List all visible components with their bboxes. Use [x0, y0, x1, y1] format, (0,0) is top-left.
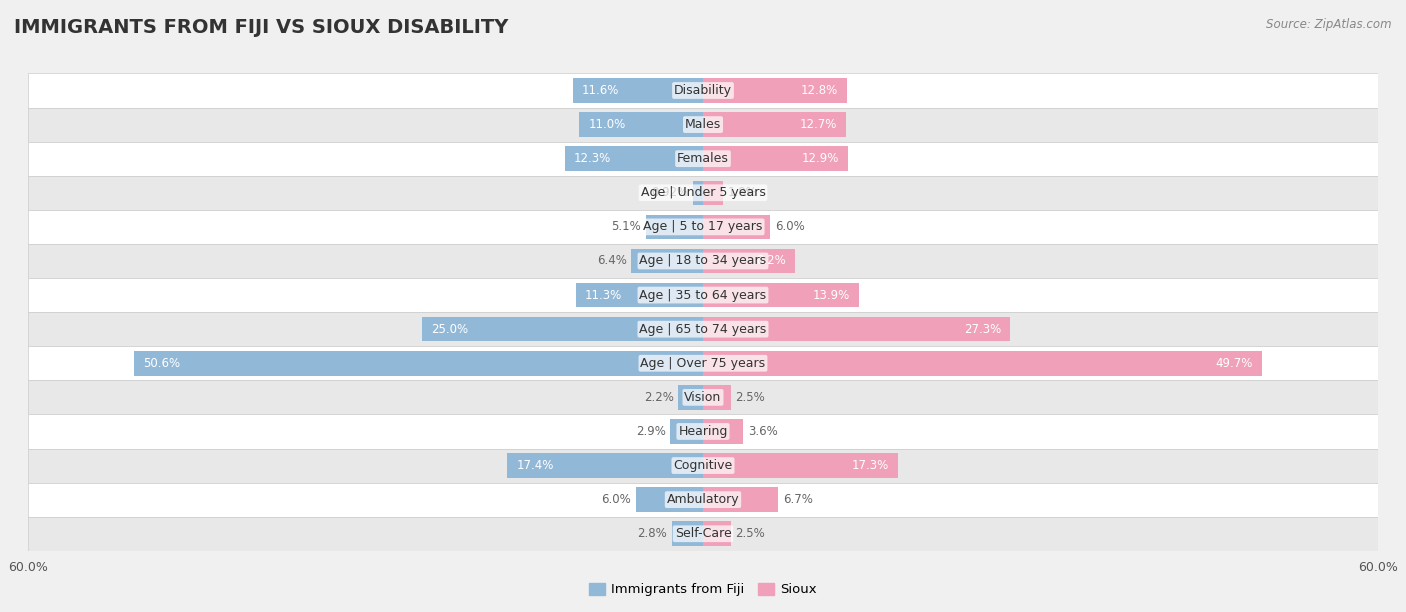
Bar [28, 141, 1378, 176]
Bar [28, 278, 1378, 312]
Text: Age | 35 to 64 years: Age | 35 to 64 years [640, 289, 766, 302]
Text: Hearing: Hearing [678, 425, 728, 438]
Text: 25.0%: 25.0% [430, 323, 468, 335]
Bar [565, 146, 703, 171]
Bar [28, 483, 1378, 517]
Bar [672, 521, 703, 546]
Text: IMMIGRANTS FROM FIJI VS SIOUX DISABILITY: IMMIGRANTS FROM FIJI VS SIOUX DISABILITY [14, 18, 509, 37]
Text: 8.2%: 8.2% [756, 255, 786, 267]
Text: Age | Under 5 years: Age | Under 5 years [641, 186, 765, 200]
Text: Self-Care: Self-Care [675, 528, 731, 540]
Bar [28, 73, 1378, 108]
Bar [703, 453, 897, 478]
Text: 6.4%: 6.4% [596, 255, 627, 267]
Bar [134, 351, 703, 376]
Bar [28, 176, 1378, 210]
Text: 3.6%: 3.6% [748, 425, 778, 438]
Bar [28, 346, 1378, 380]
Text: 17.4%: 17.4% [516, 459, 554, 472]
Bar [703, 419, 744, 444]
Text: Disability: Disability [673, 84, 733, 97]
Text: 5.1%: 5.1% [612, 220, 641, 233]
Text: 11.6%: 11.6% [582, 84, 619, 97]
Text: 11.3%: 11.3% [585, 289, 621, 302]
Text: 27.3%: 27.3% [965, 323, 1001, 335]
Text: 17.3%: 17.3% [852, 459, 889, 472]
Bar [28, 210, 1378, 244]
Bar [703, 317, 1010, 341]
Bar [703, 248, 796, 273]
Text: 12.8%: 12.8% [801, 84, 838, 97]
Text: 12.9%: 12.9% [801, 152, 839, 165]
Text: Females: Females [678, 152, 728, 165]
Bar [28, 380, 1378, 414]
Bar [508, 453, 703, 478]
Text: 2.8%: 2.8% [637, 528, 666, 540]
Bar [703, 215, 770, 239]
Text: Males: Males [685, 118, 721, 131]
Bar [703, 146, 848, 171]
Text: 0.92%: 0.92% [651, 186, 688, 200]
Text: 11.0%: 11.0% [588, 118, 626, 131]
Bar [703, 78, 846, 103]
Text: Age | 5 to 17 years: Age | 5 to 17 years [644, 220, 762, 233]
Bar [703, 113, 846, 137]
Text: 2.9%: 2.9% [636, 425, 666, 438]
Text: 50.6%: 50.6% [143, 357, 180, 370]
Bar [703, 385, 731, 409]
Text: 2.5%: 2.5% [735, 528, 765, 540]
Text: 2.5%: 2.5% [735, 391, 765, 404]
Text: 49.7%: 49.7% [1216, 357, 1253, 370]
Text: 1.8%: 1.8% [728, 186, 758, 200]
Text: 6.0%: 6.0% [775, 220, 804, 233]
Bar [572, 78, 703, 103]
Legend: Immigrants from Fiji, Sioux: Immigrants from Fiji, Sioux [583, 578, 823, 602]
Bar [28, 108, 1378, 141]
Text: 2.2%: 2.2% [644, 391, 673, 404]
Text: Ambulatory: Ambulatory [666, 493, 740, 506]
Text: 12.3%: 12.3% [574, 152, 610, 165]
Bar [678, 385, 703, 409]
Bar [28, 244, 1378, 278]
Bar [28, 312, 1378, 346]
Bar [631, 248, 703, 273]
Bar [703, 351, 1263, 376]
Bar [693, 181, 703, 205]
Text: Age | Over 75 years: Age | Over 75 years [641, 357, 765, 370]
Bar [28, 414, 1378, 449]
Bar [671, 419, 703, 444]
Text: Vision: Vision [685, 391, 721, 404]
Bar [703, 521, 731, 546]
Bar [422, 317, 703, 341]
Text: 13.9%: 13.9% [813, 289, 851, 302]
Text: Age | 65 to 74 years: Age | 65 to 74 years [640, 323, 766, 335]
Text: Age | 18 to 34 years: Age | 18 to 34 years [640, 255, 766, 267]
Text: 6.7%: 6.7% [783, 493, 813, 506]
Text: Source: ZipAtlas.com: Source: ZipAtlas.com [1267, 18, 1392, 31]
Bar [576, 283, 703, 307]
Bar [703, 487, 779, 512]
Bar [703, 283, 859, 307]
Bar [636, 487, 703, 512]
Text: Cognitive: Cognitive [673, 459, 733, 472]
Text: 6.0%: 6.0% [602, 493, 631, 506]
Text: 12.7%: 12.7% [800, 118, 837, 131]
Bar [579, 113, 703, 137]
Bar [703, 181, 723, 205]
Bar [28, 449, 1378, 483]
Bar [645, 215, 703, 239]
Bar [28, 517, 1378, 551]
